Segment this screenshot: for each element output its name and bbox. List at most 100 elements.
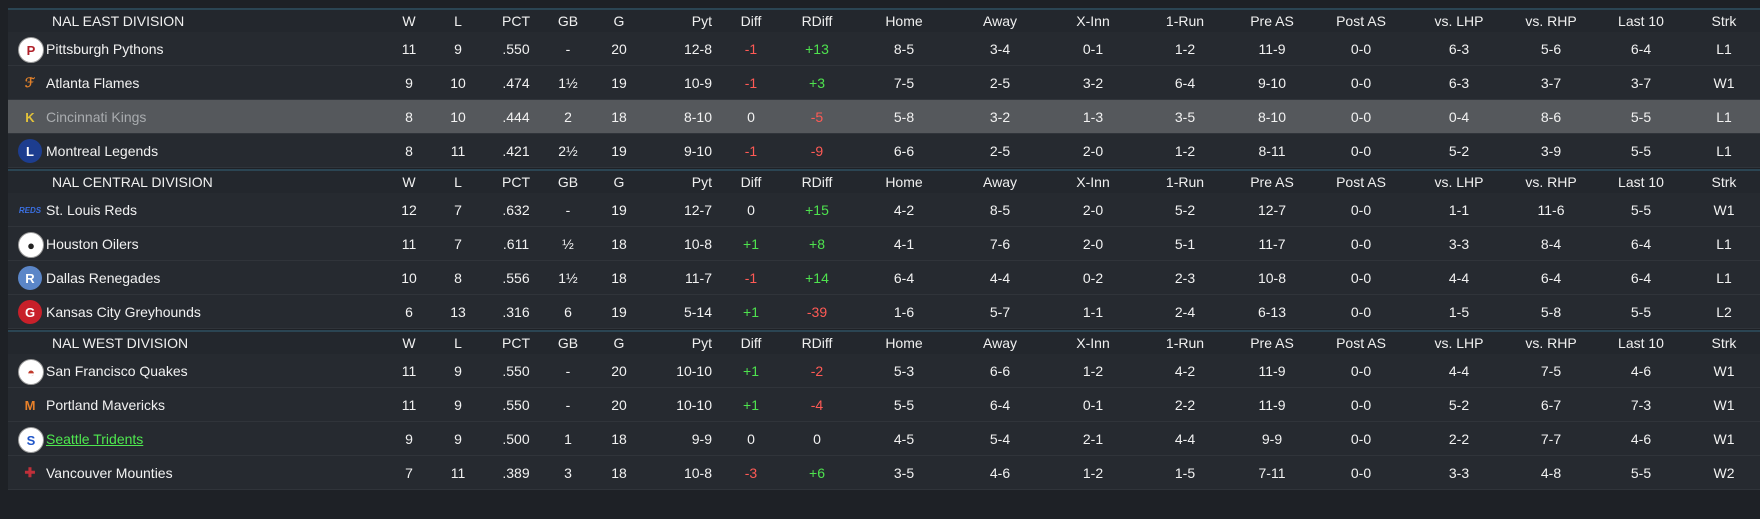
team-row[interactable]: REDS St. Louis Reds 12 7 .632 - 19 12-7 0 +15 4-2 8… [8,193,1760,227]
column-header[interactable]: Post AS [1336,13,1386,29]
division-title: NAL WEST DIVISION [52,335,189,351]
column-header[interactable]: W [402,335,416,351]
column-header[interactable]: 1-Run [1165,13,1205,29]
team-row[interactable]: P Pittsburgh Pythons 11 9 .550 - 20 12-8 -1 +13 8-… [8,32,1760,66]
stat-cell: - [565,396,571,413]
column-header[interactable]: Post AS [1336,174,1386,190]
column-header[interactable]: Pre AS [1250,174,1294,190]
team-name-link[interactable]: Portland Mavericks [46,396,166,413]
team-name-link[interactable]: Kansas City Greyhounds [46,303,201,320]
column-header[interactable]: GB [557,335,579,351]
column-header[interactable]: Pyt [691,13,712,29]
column-header[interactable]: PCT [502,13,530,29]
stat-cell: 0-0 [1350,142,1372,159]
column-header[interactable]: 1-Run [1165,335,1205,351]
column-header[interactable]: Last 10 [1618,335,1664,351]
stat-cell: 2-2 [1448,430,1470,447]
column-header[interactable]: 1-Run [1165,174,1205,190]
team-name-link[interactable]: Houston Oilers [46,235,139,252]
column-header[interactable]: Pre AS [1250,13,1294,29]
stat-cell: 4-2 [893,201,915,218]
column-header[interactable]: X-Inn [1076,174,1110,190]
column-header[interactable]: Away [983,335,1017,351]
column-header[interactable]: GB [557,13,579,29]
column-header[interactable]: Home [885,174,923,190]
column-header[interactable]: vs. RHP [1525,13,1577,29]
column-header[interactable]: PCT [502,335,530,351]
stat-cell: 1½ [558,269,578,286]
column-header[interactable]: Post AS [1336,335,1386,351]
column-header[interactable]: G [613,335,625,351]
stat-cell: 4-2 [1174,362,1196,379]
column-header[interactable]: vs. LHP [1434,13,1484,29]
column-header[interactable]: X-Inn [1076,335,1110,351]
column-header[interactable]: Pre AS [1250,335,1294,351]
column-header[interactable]: GB [557,174,579,190]
stat-cell: 5-5 [1630,142,1652,159]
column-header[interactable]: Strk [1711,13,1737,29]
column-header[interactable]: Diff [740,174,762,190]
column-header[interactable]: Last 10 [1618,13,1664,29]
stat-cell: 0-0 [1350,464,1372,481]
column-header[interactable]: vs. LHP [1434,335,1484,351]
column-header[interactable]: RDiff [801,335,833,351]
team-name-link[interactable]: Cincinnati Kings [46,108,147,125]
team-row[interactable]: K Cincinnati Kings 8 10 .444 2 18 8-10 0 -5 5-8 3-2… [8,100,1760,134]
stat-cell: 0-0 [1350,201,1372,218]
stat-cell: 8-10 [1257,108,1287,125]
team-row[interactable]: ◓ San Francisco Quakes 11 9 .550 - 20 10-10 +1 -2… [8,354,1760,388]
column-header[interactable]: Away [983,13,1017,29]
stat-cell: 6-3 [1448,40,1470,57]
column-header[interactable]: vs. RHP [1525,335,1577,351]
team-name-link[interactable]: Dallas Renegades [46,269,161,286]
team-row[interactable]: R Dallas Renegades 10 8 .556 1½ 18 11-7 -1 +14 6-4… [8,261,1760,295]
column-header[interactable]: Pyt [691,174,712,190]
team-name-link[interactable]: Montreal Legends [46,142,159,159]
column-header[interactable]: W [402,174,416,190]
stat-cell: 0-0 [1350,269,1372,286]
column-header[interactable]: X-Inn [1076,13,1110,29]
division-header: NAL EAST DIVISION W L PCT GB G Pyt Diff RDiff Hom… [8,8,1760,32]
stat-cell: 0 [747,108,755,125]
team-name-link[interactable]: Pittsburgh Pythons [46,40,164,57]
column-header[interactable]: W [402,13,416,29]
column-header[interactable]: Away [983,174,1017,190]
team-row[interactable]: G Kansas City Greyhounds 6 13 .316 6 19 5-14 +1 -… [8,295,1760,329]
team-name-link[interactable]: Vancouver Mounties [46,464,173,481]
column-header[interactable]: Home [885,13,923,29]
column-header[interactable]: Home [885,335,923,351]
column-header[interactable]: vs. RHP [1525,174,1577,190]
team-row[interactable]: ● Houston Oilers 11 7 .611 ½ 18 10-8 +1 +8 4-1 7-6 2… [8,227,1760,261]
stat-cell: 2-0 [1082,201,1104,218]
column-header[interactable]: G [613,174,625,190]
stat-cell: 6 [564,303,572,320]
column-header[interactable]: Diff [740,335,762,351]
column-header[interactable]: RDiff [801,174,833,190]
column-header[interactable]: L [454,13,462,29]
team-name-link[interactable]: Atlanta Flames [46,74,140,91]
stat-cell: 5-5 [1630,108,1652,125]
column-header[interactable]: PCT [502,174,530,190]
stat-cell: 0-0 [1350,303,1372,320]
team-row[interactable]: ✚ Vancouver Mounties 7 11 .389 3 18 10-8 -3 +6 3-5… [8,456,1760,490]
stat-cell: 5-2 [1174,201,1196,218]
team-name-link[interactable]: Seattle Tridents [46,430,144,447]
stat-cell: 4-4 [1448,362,1470,379]
column-header[interactable]: vs. LHP [1434,174,1484,190]
stat-cell: 20 [611,362,627,379]
column-header[interactable]: Strk [1711,174,1737,190]
column-header[interactable]: RDiff [801,13,833,29]
team-name-link[interactable]: San Francisco Quakes [46,362,188,379]
team-name-link[interactable]: St. Louis Reds [46,201,138,218]
team-row[interactable]: L Montreal Legends 8 11 .421 2½ 19 9-10 -1 -9 6-6 2… [8,134,1760,168]
team-row[interactable]: ℱ Atlanta Flames 9 10 .474 1½ 19 10-9 -1 +3 7-5 2-5… [8,66,1760,100]
team-row[interactable]: M Portland Mavericks 11 9 .550 - 20 10-10 +1 -4 5-… [8,388,1760,422]
column-header[interactable]: Last 10 [1618,174,1664,190]
column-header[interactable]: G [613,13,625,29]
team-row[interactable]: S Seattle Tridents 9 9 .500 1 18 9-9 0 0 4-5 5-4 2-1… [8,422,1760,456]
column-header[interactable]: L [454,335,462,351]
column-header[interactable]: Pyt [691,335,712,351]
column-header[interactable]: Strk [1711,335,1737,351]
column-header[interactable]: Diff [740,13,762,29]
column-header[interactable]: L [454,174,462,190]
